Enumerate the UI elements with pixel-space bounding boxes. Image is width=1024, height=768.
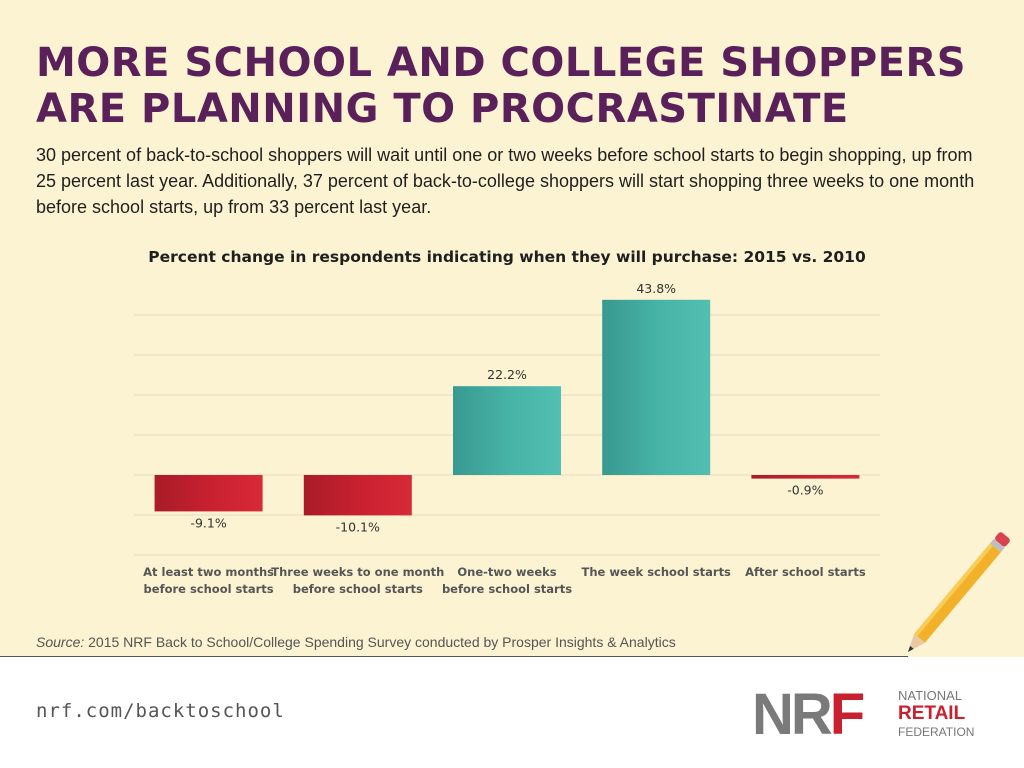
logo-line-national: NATIONAL	[898, 688, 963, 703]
logo-wordmark: NATIONAL RETAIL FEDERATION	[898, 688, 1018, 740]
bar-positive	[602, 299, 711, 475]
category-label: before school starts	[144, 582, 274, 596]
logo-mark-gray: NR	[752, 682, 833, 747]
bar-negative	[751, 475, 860, 479]
footer-url-link[interactable]: nrf.com/backtoschool	[36, 700, 285, 722]
category-label: Three weeks to one month	[271, 565, 444, 579]
category-label: The week school starts	[581, 565, 731, 579]
data-label: 22.2%	[487, 367, 527, 382]
bar-positive	[453, 386, 561, 475]
logo-mark: NRF	[752, 686, 865, 744]
category-label: before school starts	[442, 582, 572, 596]
data-label: 43.8%	[636, 281, 676, 296]
headline: MORE SCHOOL AND COLLEGE SHOPPERS ARE PLA…	[36, 40, 967, 132]
logo-mark-red: F	[829, 682, 865, 747]
source-label: Source:	[36, 634, 85, 650]
slide-panel	[0, 0, 1024, 657]
bar-chart: Percent change in respondents indicating…	[134, 248, 880, 596]
data-label: -9.1%	[190, 515, 226, 530]
data-label: -10.1%	[336, 519, 380, 534]
panel-divider	[0, 656, 908, 657]
source-note: Source: 2015 NRF Back to School/College …	[36, 634, 676, 650]
bar-negative	[154, 475, 263, 512]
chart-title: Percent change in respondents indicating…	[148, 248, 866, 266]
logo-line-retail: RETAIL	[898, 703, 966, 724]
category-label: At least two months	[143, 565, 274, 579]
pencil-icon	[908, 532, 1010, 652]
logo-line-federation: FEDERATION	[898, 725, 975, 739]
category-label: After school starts	[745, 565, 866, 579]
source-text: 2015 NRF Back to School/College Spending…	[84, 634, 676, 650]
category-label: before school starts	[293, 582, 423, 596]
category-label: One-two weeks	[457, 565, 556, 579]
subtitle: 30 percent of back-to-school shoppers wi…	[36, 145, 975, 217]
data-label: -0.9%	[787, 483, 823, 498]
bar-negative	[303, 475, 412, 516]
